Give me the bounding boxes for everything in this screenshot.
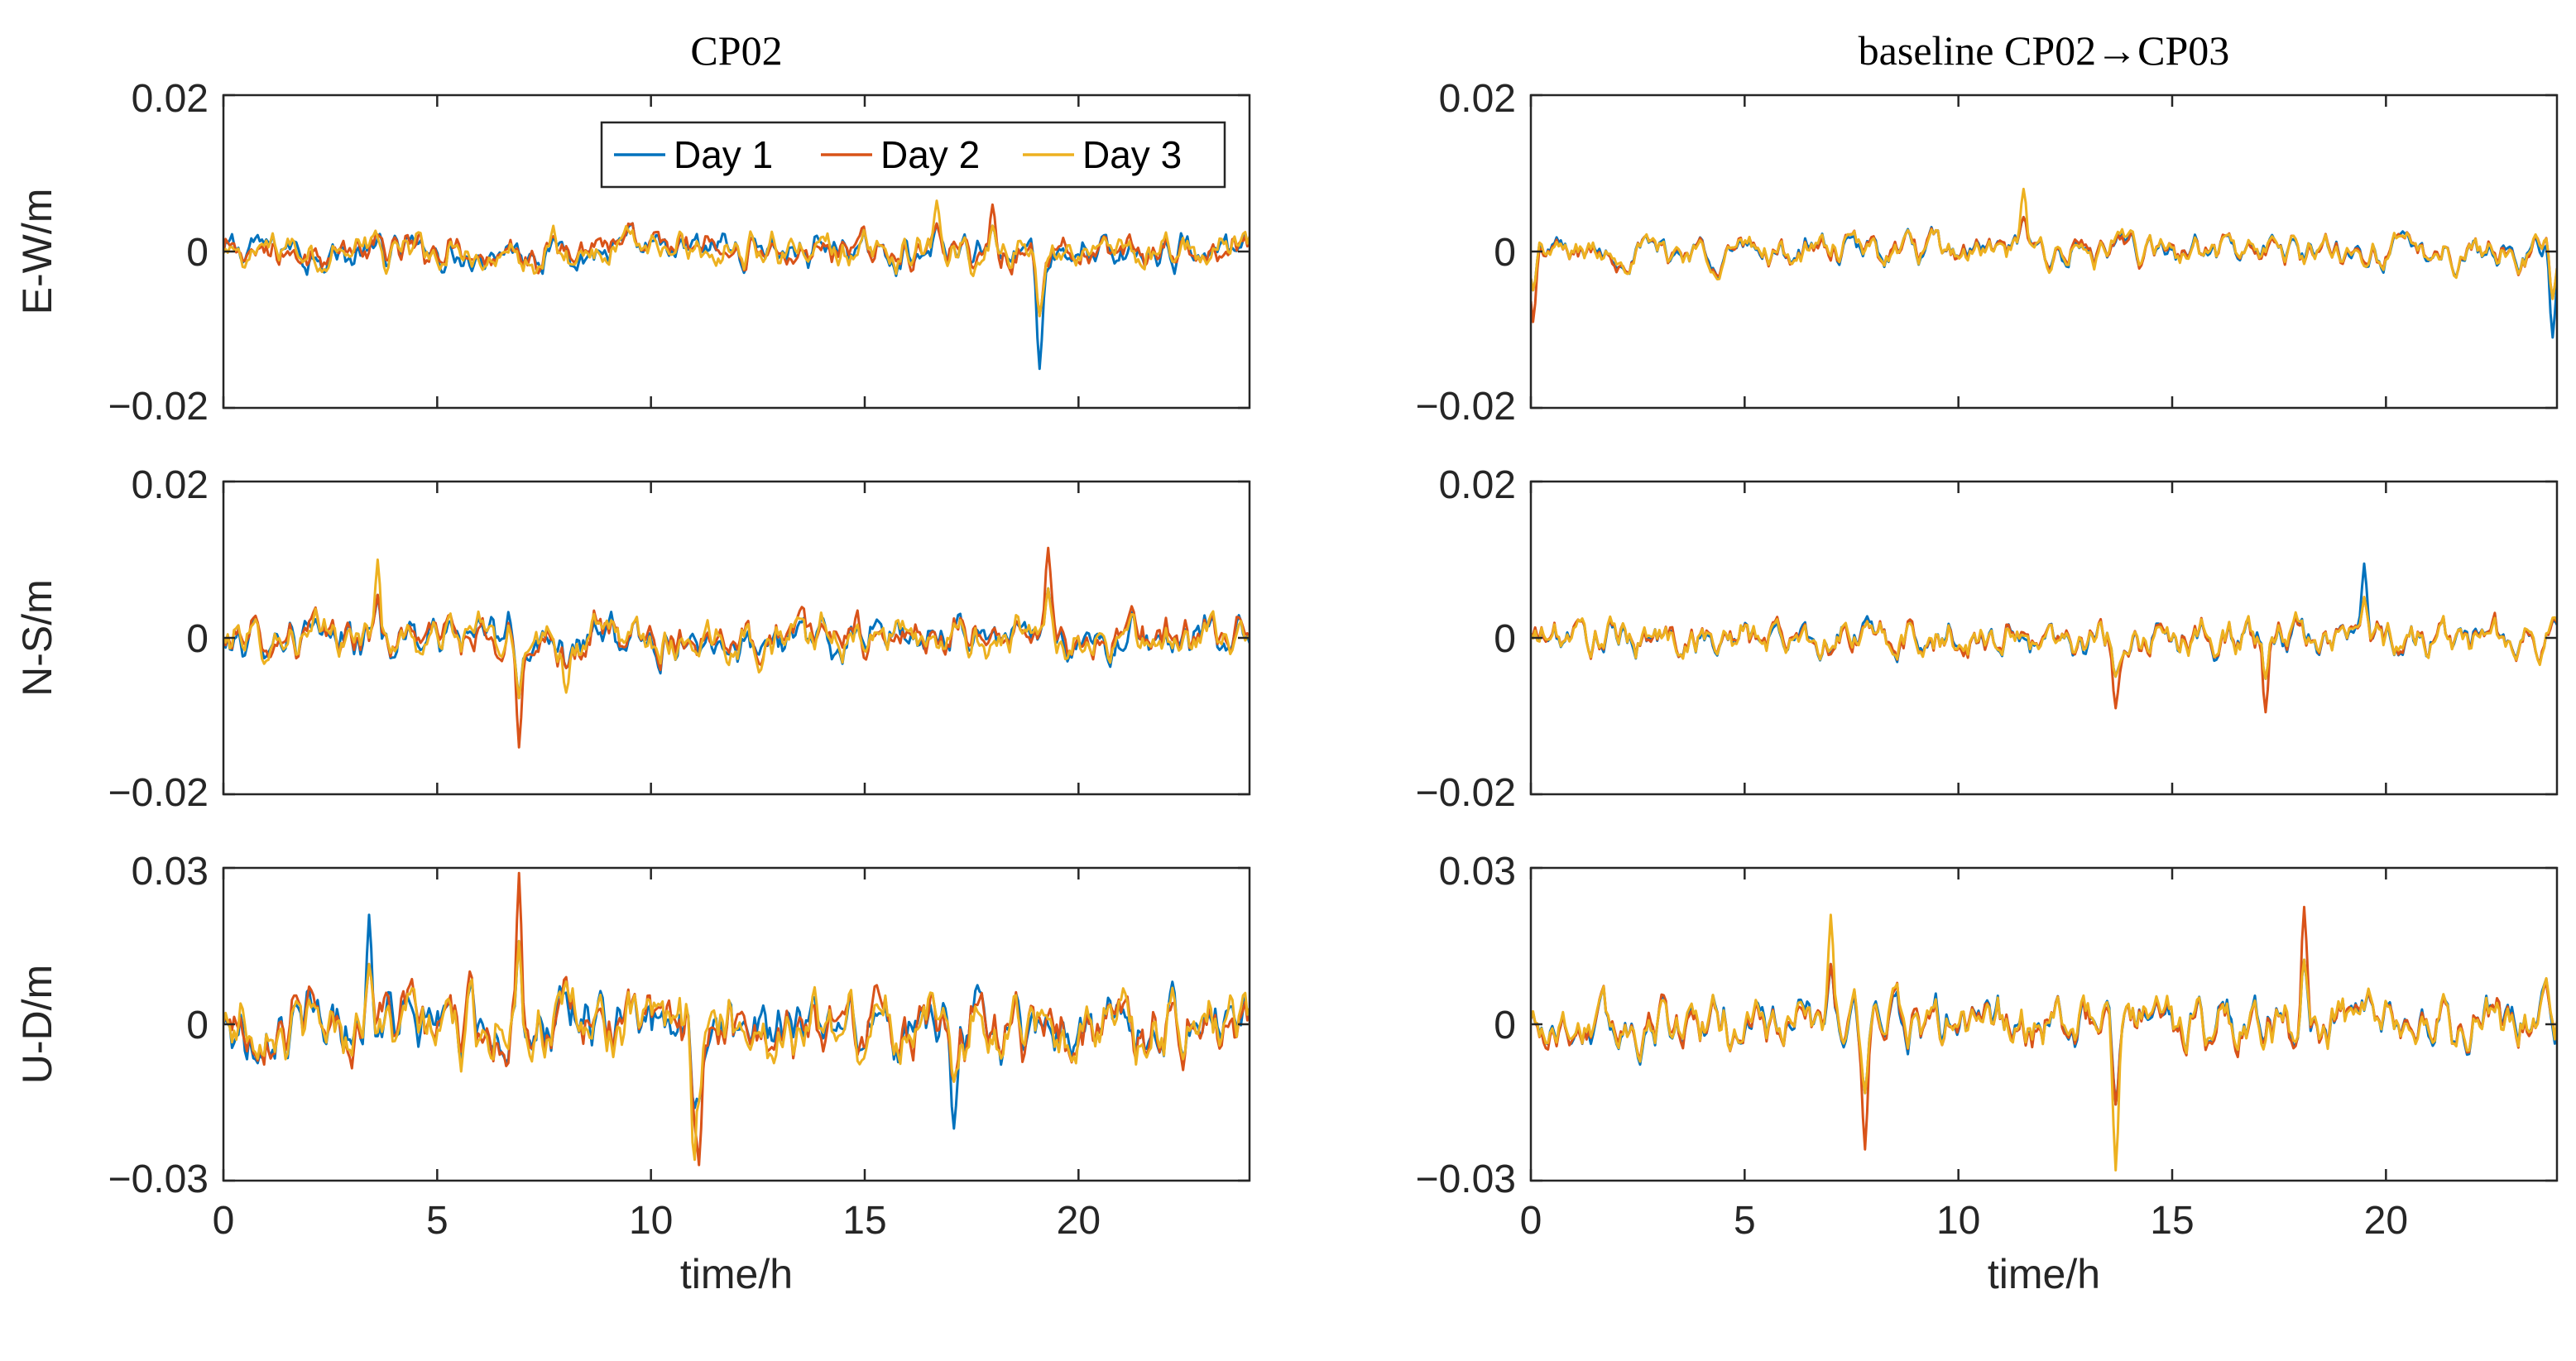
y-tick-label: 0: [1494, 617, 1516, 661]
series-group: [223, 199, 1250, 371]
legend-entry-label: Day 2: [880, 133, 980, 176]
series-group: [223, 546, 1250, 749]
y-tick-label: 0: [186, 1004, 209, 1047]
series-line-day-3: [223, 199, 1250, 318]
legend-box: [600, 121, 1226, 189]
x-tick-label: 0: [1520, 1199, 1542, 1243]
y-tick-label: 0: [186, 231, 209, 275]
y-axis-label: E-W/m: [14, 189, 60, 315]
panel-r0-c1: −0.02 0 0.02: [1416, 77, 2559, 429]
legend-entry-label: Day 1: [674, 133, 773, 176]
x-tick-label: 5: [1734, 1199, 1756, 1243]
y-tick-label: 0: [1494, 231, 1516, 275]
x-tick-label: 15: [842, 1199, 886, 1243]
y-axis-label: U-D/m: [14, 965, 60, 1084]
panel-r0-c0: −0.02 0 0.02 E-W/m Day 1 Day 2 Day 3: [14, 77, 1251, 429]
y-tick-label: 0.02: [132, 463, 209, 507]
series-line-day-3: [223, 940, 1250, 1162]
panel-r1-c1: −0.02 0 0.02: [1416, 463, 2559, 815]
x-tick-label: 10: [629, 1199, 673, 1243]
y-tick-label: 0.02: [132, 77, 209, 121]
series-line-day-3: [223, 558, 1250, 700]
x-axis-label: time/h: [1988, 1251, 2100, 1297]
x-tick-label: 15: [2150, 1199, 2194, 1243]
plot-area: [223, 868, 1250, 1181]
y-tick-label: 0: [1494, 1004, 1516, 1047]
y-axis-label: N-S/m: [14, 579, 60, 697]
y-tick-label: 0: [186, 617, 209, 661]
panel-r1-c0: −0.02 0 0.02 N-S/m: [14, 463, 1251, 815]
x-tick-label: 0: [213, 1199, 235, 1243]
y-tick-label: 0.03: [1439, 850, 1516, 894]
series-group: [1531, 905, 2557, 1172]
panel-title-col1: baseline CP02→CP03: [1859, 27, 2230, 74]
y-tick-label: −0.02: [1416, 385, 1516, 429]
series-line-day-3: [1531, 913, 2557, 1172]
series-line-day-2: [223, 203, 1250, 318]
legend-entry-label: Day 3: [1082, 133, 1182, 176]
y-tick-label: −0.02: [108, 771, 209, 815]
y-tick-label: −0.02: [108, 385, 209, 429]
series-group: [223, 871, 1250, 1167]
series-group: [1531, 187, 2557, 339]
panels-layer: CP02 baseline CP02→CP03 −0.02 0 0.02 E-W/m Day…: [14, 27, 2559, 1297]
series-line-day-3: [1531, 596, 2557, 680]
legend: Day 1 Day 2 Day 3: [600, 121, 1226, 189]
x-axis-label: time/h: [680, 1251, 793, 1297]
series-group: [1531, 562, 2557, 714]
x-tick-label: 20: [2364, 1199, 2408, 1243]
series-line-day-3: [1531, 187, 2557, 300]
y-tick-label: 0.03: [132, 850, 209, 894]
x-tick-label: 20: [1057, 1199, 1101, 1243]
y-tick-label: 0.02: [1439, 77, 1516, 121]
y-tick-label: −0.03: [1416, 1157, 1516, 1201]
y-tick-label: −0.03: [108, 1157, 209, 1201]
y-tick-label: −0.02: [1416, 771, 1516, 815]
x-tick-label: 5: [426, 1199, 449, 1243]
y-tick-label: 0.02: [1439, 463, 1516, 507]
x-tick-label: 10: [1936, 1199, 1980, 1243]
panel-title-col0: CP02: [690, 27, 782, 74]
